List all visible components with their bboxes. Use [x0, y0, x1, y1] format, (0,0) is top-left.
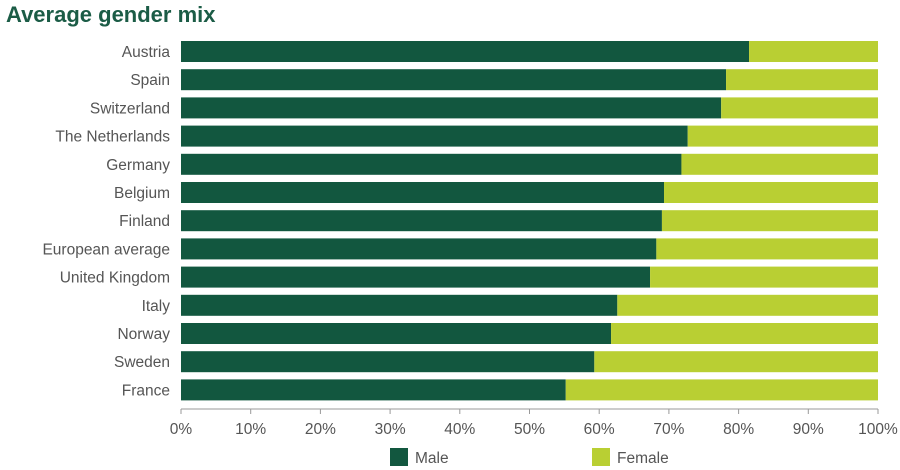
- category-label: The Netherlands: [55, 129, 170, 146]
- legend-label-female: Female: [617, 450, 669, 467]
- category-label: Italy: [142, 298, 171, 315]
- bar-female-0: [749, 41, 878, 62]
- bar-female-1: [726, 69, 878, 91]
- bar-female-12: [565, 379, 878, 401]
- bar-female-11: [594, 351, 878, 373]
- bar-female-3: [687, 125, 878, 147]
- x-tick-label: 70%: [653, 421, 684, 438]
- bars-group: [181, 41, 878, 401]
- x-tick-label: 30%: [375, 421, 406, 438]
- bar-male-5: [181, 182, 665, 203]
- x-tick-label: 20%: [305, 421, 336, 438]
- bar-female-9: [617, 294, 878, 316]
- bar-female-2: [721, 97, 878, 119]
- bar-male-9: [181, 294, 618, 316]
- bar-female-10: [611, 323, 878, 344]
- bar-male-1: [181, 69, 727, 91]
- x-tick-label: 0%: [170, 421, 193, 438]
- category-label: European average: [42, 241, 170, 258]
- category-label: France: [122, 382, 170, 399]
- legend-label-male: Male: [415, 450, 449, 467]
- bar-male-12: [181, 379, 566, 401]
- category-label: Germany: [106, 157, 170, 174]
- bar-male-8: [181, 266, 651, 288]
- category-label: United Kingdom: [60, 270, 170, 287]
- bar-male-11: [181, 351, 595, 373]
- legend: Male Female: [390, 448, 669, 467]
- chart-title: Average gender mix: [6, 2, 216, 27]
- bar-female-5: [664, 182, 878, 203]
- bar-male-7: [181, 238, 657, 260]
- bar-male-2: [181, 97, 722, 119]
- bar-male-6: [181, 210, 662, 232]
- x-tick-label: 90%: [793, 421, 824, 438]
- bar-female-7: [656, 238, 878, 260]
- bar-female-6: [661, 210, 878, 232]
- category-label: Finland: [119, 213, 170, 230]
- category-label: Austria: [122, 44, 171, 61]
- x-tick-label: 10%: [235, 421, 266, 438]
- x-tick-label: 60%: [584, 421, 615, 438]
- category-label: Norway: [117, 326, 170, 343]
- legend-swatch-male: [390, 448, 408, 466]
- bar-female-8: [650, 266, 878, 288]
- legend-swatch-female: [592, 448, 610, 466]
- x-tick-label: 40%: [444, 421, 475, 438]
- bar-male-3: [181, 125, 688, 147]
- x-tick-label: 50%: [514, 421, 545, 438]
- x-axis: 0% 10% 20% 30% 40% 50% 60% 70% 80% 90% 100%: [170, 408, 898, 438]
- x-tick-label: 80%: [723, 421, 754, 438]
- bar-male-0: [181, 41, 750, 62]
- category-label: Belgium: [114, 185, 170, 202]
- category-labels-group: Austria Spain Switzerland The Netherlands Ge…: [42, 44, 170, 399]
- bar-male-4: [181, 153, 682, 175]
- category-label: Spain: [130, 72, 170, 89]
- category-label: Sweden: [114, 354, 170, 371]
- category-label: Switzerland: [90, 100, 170, 117]
- bar-female-4: [681, 153, 878, 175]
- x-tick-label: 100%: [858, 421, 898, 438]
- bar-male-10: [181, 323, 612, 344]
